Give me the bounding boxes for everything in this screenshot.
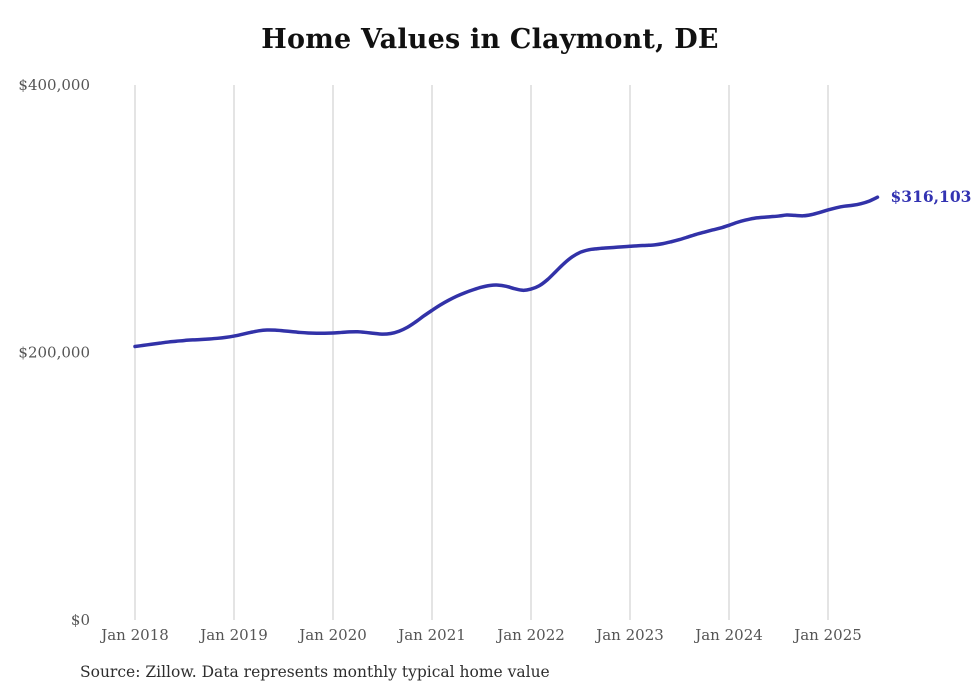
x-axis-tick-label: Jan 2022 (495, 626, 565, 644)
source-note: Source: Zillow. Data represents monthly … (80, 663, 550, 681)
x-axis-tick-label: Jan 2019 (198, 626, 268, 644)
y-axis-tick-label: $400,000 (18, 76, 90, 94)
y-axis-tick-label: $0 (71, 611, 90, 629)
x-axis-tick-label: Jan 2025 (792, 626, 862, 644)
y-axis-tick-label: $200,000 (18, 344, 90, 362)
chart-title: Home Values in Claymont, DE (261, 24, 719, 55)
x-axis-tick-label: Jan 2021 (396, 626, 466, 644)
x-axis-tick-label: Jan 2020 (297, 626, 367, 644)
home-value-line (133, 195, 880, 349)
x-axis-tick-label: Jan 2024 (693, 626, 763, 644)
x-axis-tick-label: Jan 2018 (99, 626, 169, 644)
end-value-label: $316,103 (891, 187, 972, 206)
x-axis-tick-label: Jan 2023 (594, 626, 664, 644)
